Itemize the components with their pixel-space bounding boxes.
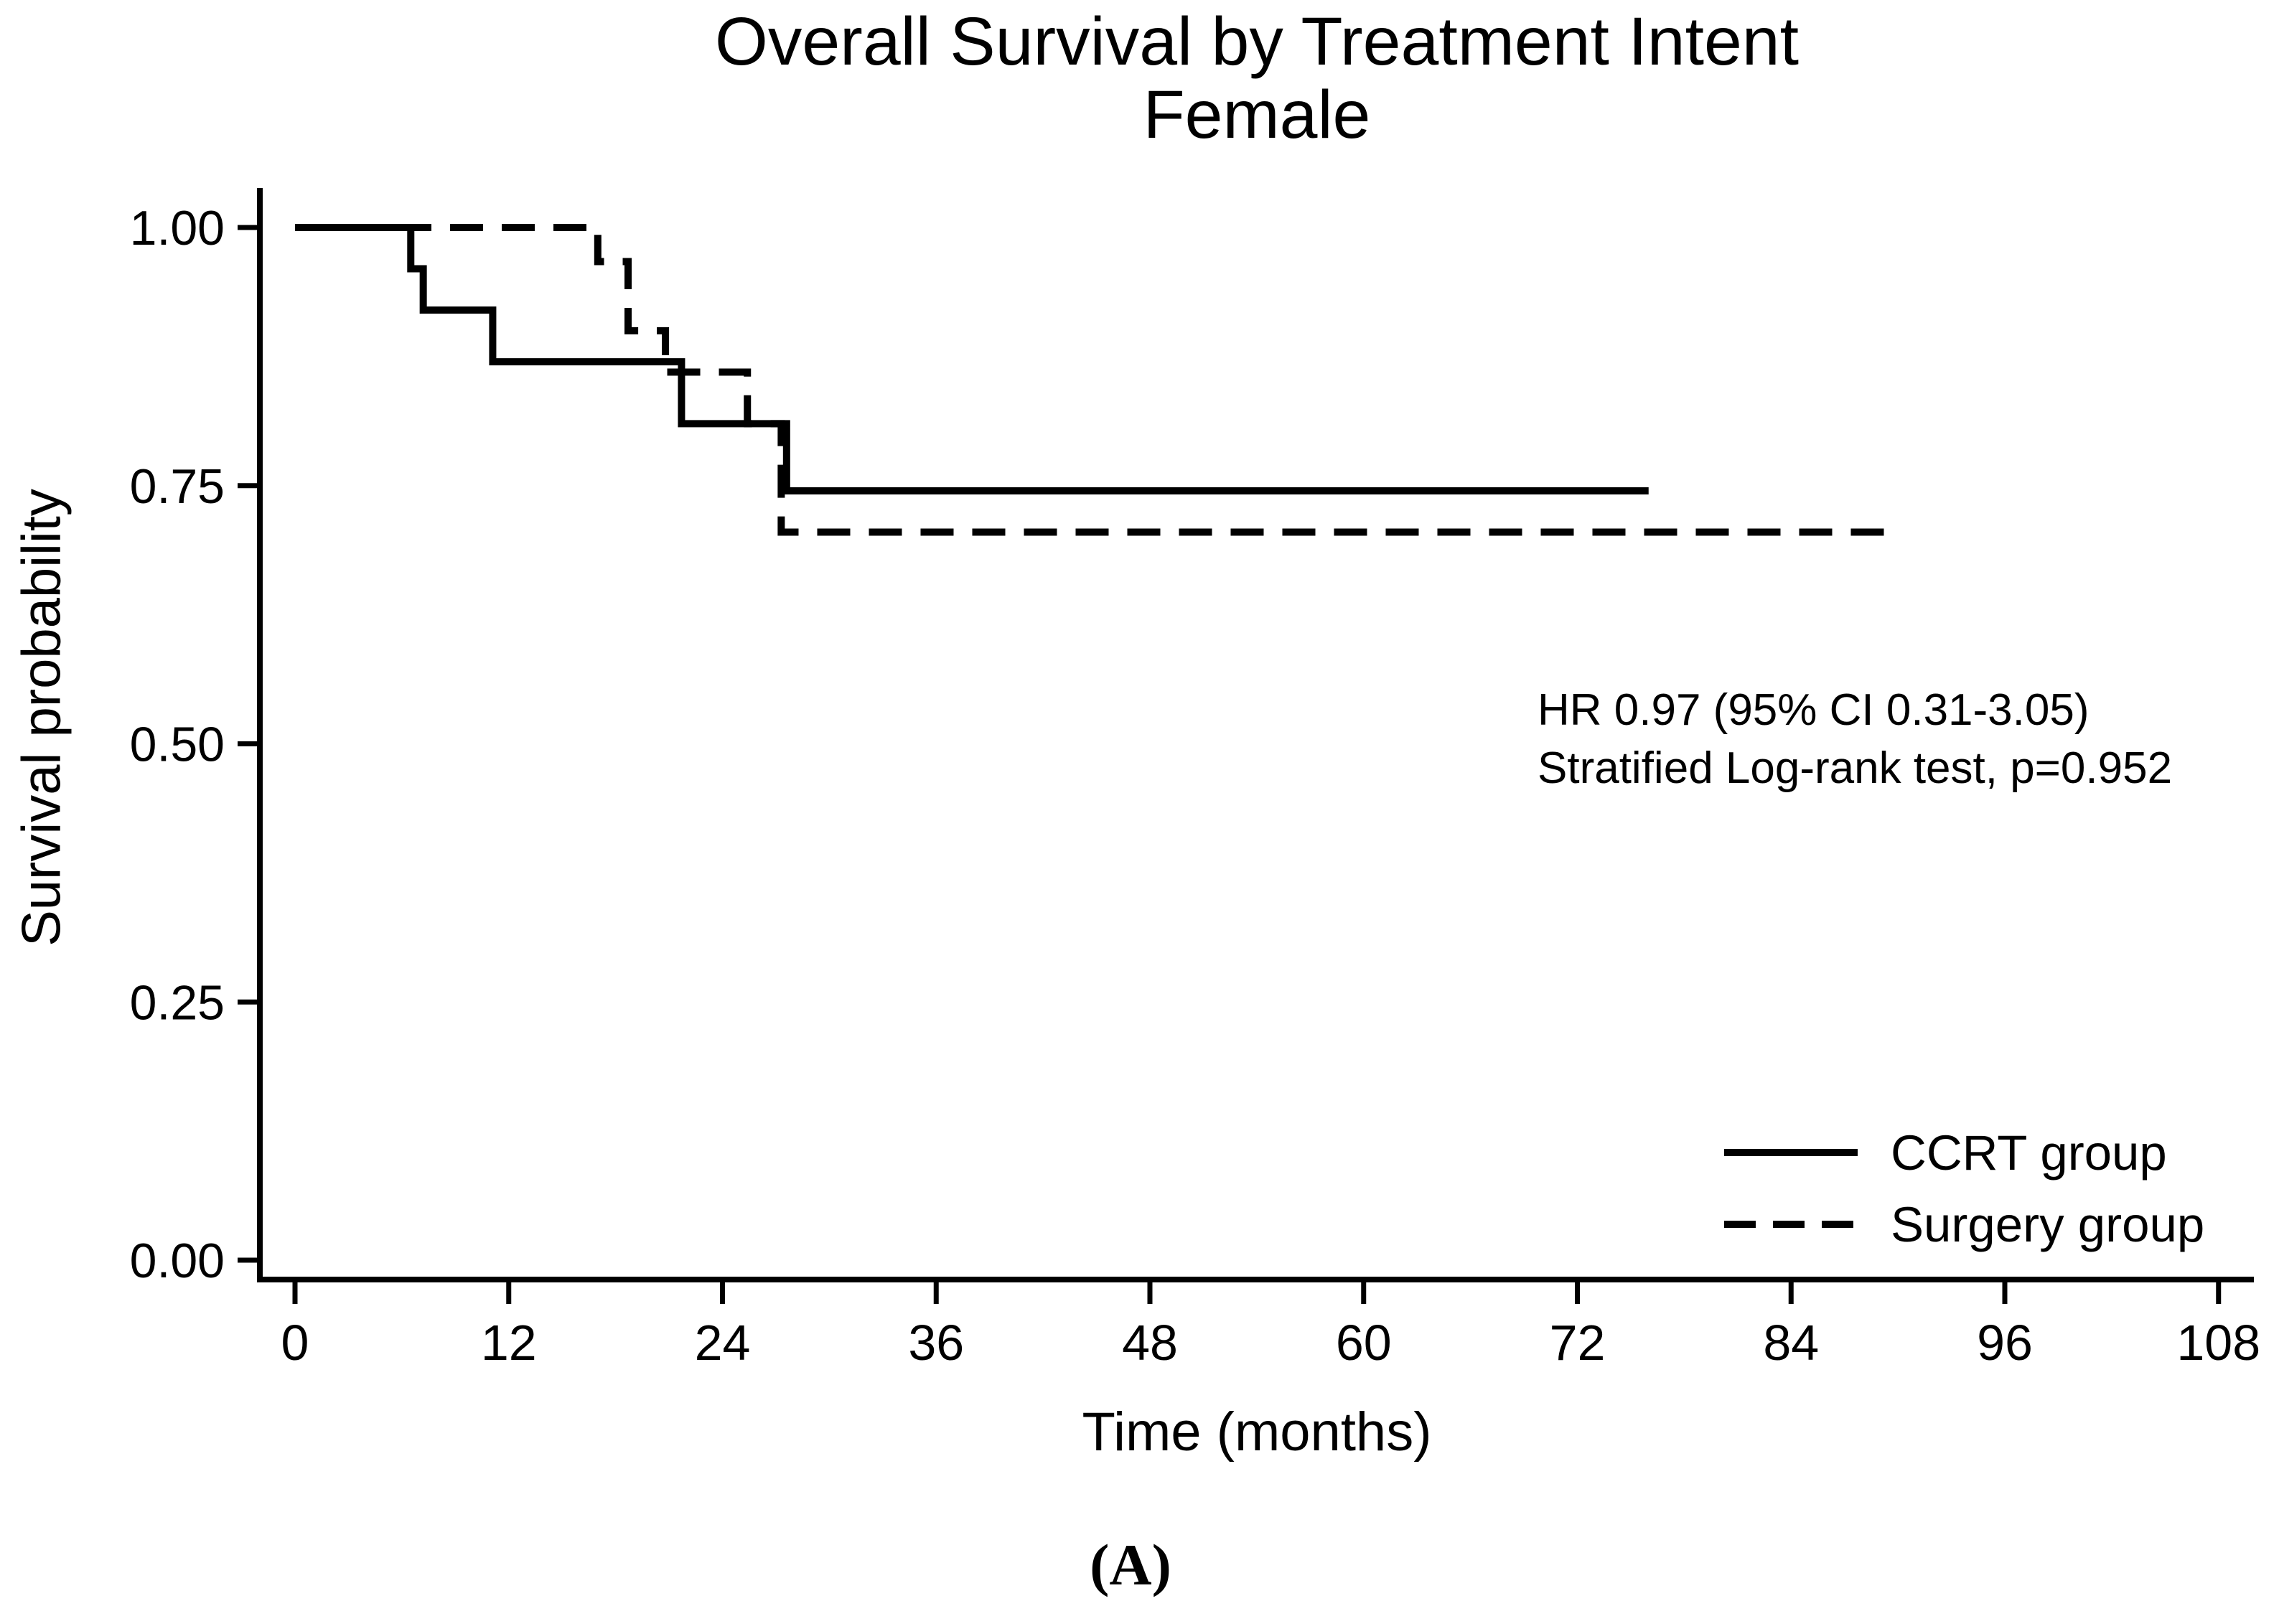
y-axis-title: Survival probability: [11, 489, 72, 947]
x-tick-label: 48: [1122, 1315, 1178, 1371]
y-tick-label: 0.25: [130, 975, 225, 1030]
hazard-ratio-text: HR 0.97 (95% CI 0.31-3.05): [1538, 685, 2090, 735]
y-tick-label: 1.00: [130, 201, 225, 255]
legend-item-surgery: Surgery group: [1724, 1191, 2204, 1257]
stats-annotation: HR 0.97 (95% CI 0.31-3.05) Stratified Lo…: [1538, 682, 2172, 797]
legend-item-ccrt: CCRT group: [1724, 1120, 2204, 1186]
y-tick-label: 0.75: [130, 459, 225, 514]
x-tick-label: 36: [908, 1315, 964, 1371]
surgery-survival-curve: [295, 224, 1899, 536]
x-tick-label: 72: [1550, 1315, 1606, 1371]
logrank-test-text: Stratified Log-rank test, p=0.952: [1538, 743, 2173, 793]
x-tick-label: 0: [281, 1315, 309, 1371]
chart-title: Overall Survival by Treatment Intent Fem…: [260, 4, 2254, 153]
panel-label: (A): [1090, 1532, 1171, 1597]
dashed-line-sample-icon: [1724, 1221, 1858, 1228]
x-tick-label: 12: [481, 1315, 537, 1371]
solid-line-sample-icon: [1724, 1149, 1858, 1156]
chart-title-line2: Female: [1143, 76, 1371, 153]
legend: CCRT group Surgery group: [1724, 1120, 2204, 1263]
y-tick-label: 0.00: [130, 1234, 225, 1288]
y-tick-label: 0.50: [130, 718, 225, 772]
chart-title-line1: Overall Survival by Treatment Intent: [714, 4, 1800, 80]
ccrt-survival-curve: [295, 224, 1649, 494]
x-tick-label: 24: [695, 1315, 751, 1371]
legend-label-surgery: Surgery group: [1891, 1196, 2205, 1252]
x-tick-label: 96: [1977, 1315, 2033, 1371]
x-tick-label: 60: [1336, 1315, 1392, 1371]
legend-label-ccrt: CCRT group: [1891, 1125, 2167, 1181]
x-axis-title: Time (months): [1082, 1402, 1432, 1463]
x-tick-label: 84: [1763, 1315, 1819, 1371]
x-tick-label: 108: [2176, 1315, 2260, 1371]
